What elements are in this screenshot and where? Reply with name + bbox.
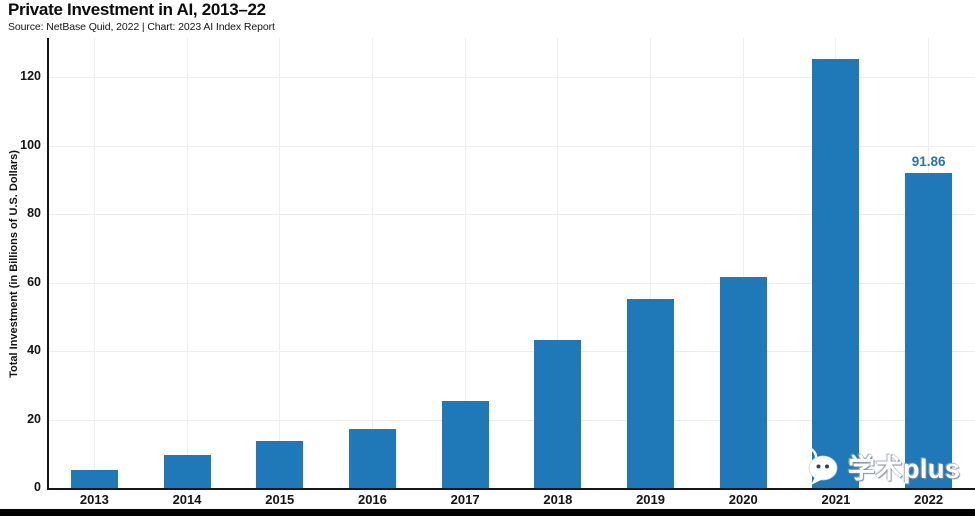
y-gridline: [48, 282, 975, 284]
y-axis-line: [47, 38, 49, 490]
wechat-icon: [792, 446, 838, 485]
bottom-black-bar: [0, 509, 975, 516]
x-axis-line: [47, 488, 975, 490]
x-tick-label-2013: 2013: [79, 492, 109, 507]
x-gridline: [464, 38, 466, 488]
y-tick-label: 0: [34, 480, 41, 494]
plot-area: [48, 38, 975, 488]
bar-2014: [163, 454, 211, 488]
bar-2022: [905, 173, 953, 488]
x-gridline: [93, 38, 95, 488]
x-tick-label-2014: 2014: [172, 492, 202, 507]
x-tick-label-2020: 2020: [728, 492, 758, 507]
bar-2016: [348, 429, 396, 488]
y-gridline: [48, 351, 975, 352]
x-gridline: [371, 38, 373, 488]
x-gridline: [186, 38, 188, 488]
bar-2013: [70, 469, 118, 488]
bar-2021: [812, 58, 860, 488]
x-gridline: [279, 38, 281, 488]
y-gridline: [48, 145, 975, 147]
x-tick-label-2022: 2022: [914, 492, 944, 507]
x-tick-label-2021: 2021: [821, 492, 851, 507]
y-gridline: [48, 77, 975, 79]
x-tick-label-2015: 2015: [265, 492, 295, 507]
bar-2020: [719, 276, 767, 488]
y-tick-label: 80: [27, 206, 41, 221]
y-gridline: [48, 214, 975, 216]
bar-2018: [534, 340, 582, 488]
chart-title: Private Investment in AI, 2013–22: [8, 0, 266, 19]
x-gridline: [557, 38, 559, 488]
watermark: 学术plus: [792, 444, 961, 488]
x-gridline: [650, 38, 652, 488]
x-gridline: [742, 38, 744, 488]
bar-2015: [256, 441, 304, 488]
y-tick-label: 120: [20, 69, 41, 84]
watermark-text: 学术plus: [848, 453, 961, 484]
x-tick-label-2019: 2019: [636, 492, 665, 507]
x-tick-label-2017: 2017: [450, 492, 480, 507]
chart-subtitle: Source: NetBase Quid, 2022 | Chart: 2023…: [8, 21, 275, 33]
y-tick-label: 20: [27, 411, 41, 426]
x-tick-label-2018: 2018: [543, 492, 573, 507]
y-tick-label: 100: [20, 137, 41, 152]
y-tick-label: 60: [27, 274, 41, 289]
y-gridline: [48, 419, 975, 421]
x-tick-label-2016: 2016: [357, 492, 387, 507]
y-tick-label: 40: [27, 343, 41, 357]
bar-2019: [627, 298, 675, 488]
bar-value-label: 91.86: [911, 154, 946, 170]
bar-2017: [441, 400, 489, 488]
